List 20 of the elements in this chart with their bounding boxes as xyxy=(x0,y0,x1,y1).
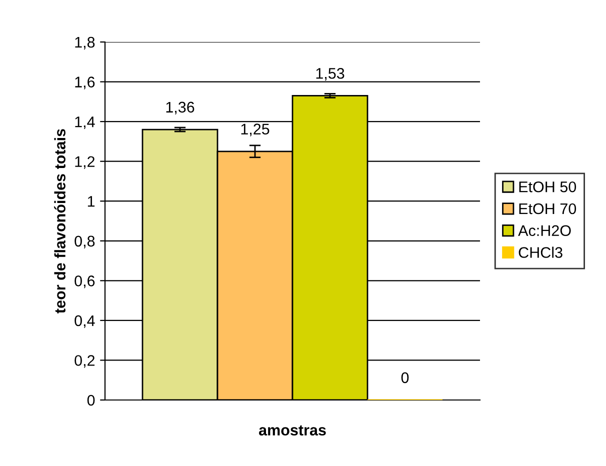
y-tick-label: 1,8 xyxy=(75,36,95,50)
legend-label: EtOH 70 xyxy=(519,203,576,214)
y-tick-label: 0,6 xyxy=(74,276,95,288)
y-tick-label: 0,8 xyxy=(74,236,95,248)
data-label: 1,53 xyxy=(316,68,344,81)
y-tick-label: 0 xyxy=(87,394,95,406)
y-tick-label: 1 xyxy=(88,196,95,207)
legend-label: CHCl3 xyxy=(518,246,562,258)
y-tick-label: 1,2 xyxy=(75,156,95,169)
x-axis-title: amostras xyxy=(258,425,326,436)
y-tick-label: 0,2 xyxy=(74,355,95,368)
data-label: 1,36 xyxy=(166,102,194,114)
y-axis-title: teor de flavonóides totais xyxy=(54,129,66,314)
legend-label: EtOH 50 xyxy=(519,181,576,192)
legend-label: Ac:H2O xyxy=(518,225,571,236)
data-label: 0 xyxy=(401,372,409,384)
data-label: 1,25 xyxy=(241,124,270,136)
y-tick-label: 1,6 xyxy=(75,76,95,90)
y-tick-label: 1,4 xyxy=(75,116,95,130)
y-tick-label: 0,4 xyxy=(74,315,95,328)
